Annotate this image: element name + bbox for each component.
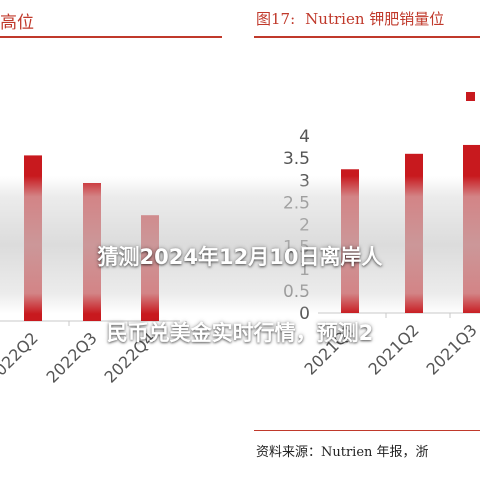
headline-line-2[interactable]: 民币兑美金实时行情，预测2	[106, 321, 374, 345]
y-tick-label: 4	[299, 127, 310, 147]
figure-title: Nutrien 钾肥销量位	[305, 10, 445, 28]
left-title-rule	[0, 36, 222, 38]
left-chart-title: 高位	[0, 13, 34, 33]
right-title-rule	[254, 36, 480, 38]
headline-banner	[0, 176, 480, 314]
headline[interactable]: 猜测2024年12月10日离岸人 民币兑美金实时行情，预测2	[0, 200, 480, 390]
source-rule	[254, 430, 480, 431]
source-note: 资料来源：Nutrien 年报，浙	[256, 445, 429, 460]
y-tick-label: 0	[299, 304, 310, 324]
headline-line-1[interactable]: 猜测2024年12月10日离岸人	[97, 245, 383, 269]
y-tick-label: 3.5	[283, 149, 310, 169]
figure-label: 图17:	[256, 10, 296, 28]
right-chart-title: 图17: Nutrien 钾肥销量位	[256, 8, 444, 32]
legend-marker	[466, 92, 475, 101]
